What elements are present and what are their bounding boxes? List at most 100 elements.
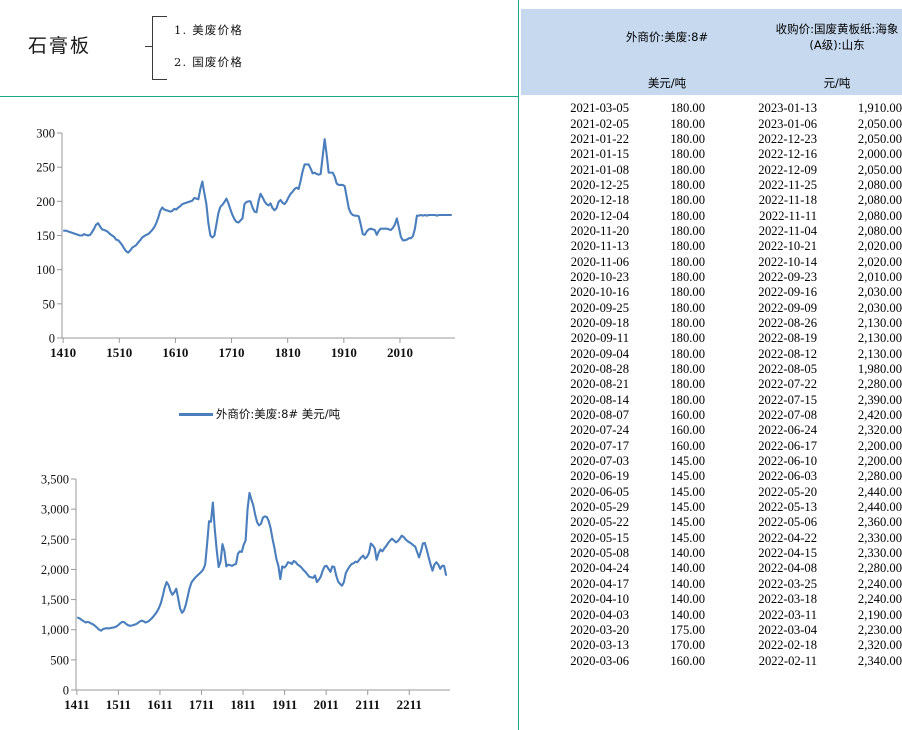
cell-value-series2: 2,230.00 [857, 622, 902, 637]
chart-bottom: 0 500 1,000 1,500 2,000 2,500 3,000 3,500 1411 15… [0, 455, 519, 730]
x-tick-label: 1611 [147, 697, 172, 712]
x-tick-label: 1710 [219, 345, 245, 360]
cell-date-series1: 2020-03-13 [570, 638, 629, 653]
cell-date-series2: 2022-08-19 [758, 331, 817, 346]
cell-value-series2: 2,130.00 [857, 331, 902, 346]
cell-date-series1: 2020-11-13 [570, 239, 629, 254]
table-row: 2020-07-17 160.00 2022-06-17 2,200.00 [521, 439, 902, 454]
cell-value-series2: 2,130.00 [857, 346, 902, 361]
cell-value-series2: 1,980.00 [857, 362, 902, 377]
title-block: 石膏板 1. 美废价格 2. 国废价格 [0, 0, 519, 97]
chart-legend: 外商价:美废:8# 美元/吨 [0, 405, 519, 423]
y-tick-label: 1,000 [41, 623, 69, 637]
cell-value-series1: 145.00 [670, 515, 705, 530]
cell-date-series2: 2022-02-11 [758, 653, 817, 668]
y-tick-label: 250 [36, 161, 55, 175]
cell-value-series1: 140.00 [670, 607, 705, 622]
cell-value-series2: 2,330.00 [857, 530, 902, 545]
data-table-panel: 外商价:美废:8# 收购价:国废黄板纸:海象(A级):山东 美元/吨 元/吨 2… [521, 0, 902, 730]
cell-date-series2: 2022-06-03 [758, 469, 817, 484]
table-row: 2020-05-08 140.00 2022-04-15 2,330.00 [521, 546, 902, 561]
cell-date-series1: 2020-05-15 [570, 530, 629, 545]
y-tick-label: 0 [49, 332, 55, 346]
y-tick-label: 1,500 [41, 593, 69, 607]
cell-value-series1: 180.00 [670, 101, 705, 116]
cell-date-series2: 2022-11-25 [758, 177, 817, 192]
cell-value-series2: 2,080.00 [857, 177, 902, 192]
cell-value-series1: 175.00 [670, 622, 705, 637]
cell-value-series1: 180.00 [670, 377, 705, 392]
table-row: 2020-03-06 160.00 2022-02-11 2,340.00 [521, 653, 902, 668]
cell-value-series2: 2,440.00 [857, 484, 902, 499]
cell-date-series2: 2023-01-06 [758, 116, 817, 131]
table-row: 2020-09-25 180.00 2022-09-09 2,030.00 [521, 300, 902, 315]
cell-value-series1: 160.00 [670, 408, 705, 423]
x-tick-label: 1511 [106, 697, 131, 712]
x-tick-label: 2010 [387, 345, 413, 360]
cell-value-series2: 1,910.00 [857, 101, 902, 116]
cell-value-series1: 180.00 [670, 193, 705, 208]
cell-value-series2: 2,130.00 [857, 315, 902, 330]
cell-date-series1: 2020-08-21 [570, 377, 629, 392]
cell-value-series2: 2,190.00 [857, 607, 902, 622]
table-row: 2021-01-22 180.00 2022-12-23 2,050.00 [521, 132, 902, 147]
cell-value-series1: 180.00 [670, 392, 705, 407]
cell-value-series2: 2,200.00 [857, 454, 902, 469]
column-header-series2: 收购价:国废黄板纸:海象(A级):山东 [775, 22, 899, 52]
y-tick-label: 150 [36, 229, 55, 243]
series-line [62, 138, 453, 254]
cell-value-series1: 160.00 [670, 423, 705, 438]
cell-date-series2: 2022-04-08 [758, 561, 817, 576]
x-tick-label: 1911 [272, 697, 297, 712]
cell-date-series2: 2022-02-18 [758, 638, 817, 653]
cell-date-series2: 2022-03-25 [758, 576, 817, 591]
cell-value-series2: 2,240.00 [857, 576, 902, 591]
cell-date-series1: 2020-09-04 [570, 346, 629, 361]
cell-value-series1: 180.00 [670, 208, 705, 223]
cell-date-series2: 2022-05-06 [758, 515, 817, 530]
cell-value-series1: 180.00 [670, 177, 705, 192]
cell-date-series1: 2020-06-05 [570, 484, 629, 499]
cell-date-series1: 2021-01-15 [570, 147, 629, 162]
cell-value-series1: 180.00 [670, 223, 705, 238]
table-row: 2020-08-28 180.00 2022-08-05 1,980.00 [521, 362, 902, 377]
cell-date-series2: 2022-04-22 [758, 530, 817, 545]
table-row: 2020-04-10 140.00 2022-03-18 2,240.00 [521, 592, 902, 607]
y-tick-label: 300 [36, 127, 55, 141]
table-row: 2020-08-21 180.00 2022-07-22 2,280.00 [521, 377, 902, 392]
y-tick-label: 2,000 [41, 563, 69, 577]
cell-value-series1: 180.00 [670, 300, 705, 315]
cell-value-series1: 160.00 [670, 438, 705, 453]
cell-value-series2: 2,200.00 [857, 438, 902, 453]
table-row: 2020-12-25 180.00 2022-11-25 2,080.00 [521, 178, 902, 193]
cell-value-series1: 180.00 [670, 331, 705, 346]
table-row: 2021-01-08 180.00 2022-12-09 2,050.00 [521, 162, 902, 177]
table-row: 2020-07-03 145.00 2022-06-10 2,200.00 [521, 454, 902, 469]
cell-value-series1: 180.00 [670, 315, 705, 330]
table-header: 外商价:美废:8# 收购价:国废黄板纸:海象(A级):山东 美元/吨 元/吨 [521, 9, 902, 95]
y-tick-label: 50 [43, 297, 56, 311]
cell-value-series1: 180.00 [670, 239, 705, 254]
horizontal-divider [0, 96, 519, 97]
cell-date-series1: 2020-04-10 [570, 592, 629, 607]
cell-value-series2: 2,080.00 [857, 208, 902, 223]
cell-value-series1: 180.00 [670, 116, 705, 131]
cell-value-series2: 2,320.00 [857, 423, 902, 438]
cell-value-series1: 180.00 [670, 147, 705, 162]
cell-date-series2: 2022-08-05 [758, 362, 817, 377]
cell-value-series2: 2,030.00 [857, 300, 902, 315]
cell-date-series1: 2020-03-06 [570, 653, 629, 668]
cell-value-series2: 2,010.00 [857, 269, 902, 284]
table-row: 2020-08-07 160.00 2022-07-08 2,420.00 [521, 408, 902, 423]
cell-value-series1: 145.00 [670, 469, 705, 484]
cell-value-series1: 180.00 [670, 346, 705, 361]
x-tick-label: 1410 [50, 345, 76, 360]
table-row: 2020-03-20 175.00 2022-03-04 2,230.00 [521, 623, 902, 638]
y-tick-label: 500 [50, 653, 69, 667]
cell-date-series1: 2020-09-25 [570, 300, 629, 315]
cell-value-series1: 180.00 [670, 285, 705, 300]
cell-date-series2: 2022-03-18 [758, 592, 817, 607]
cell-date-series2: 2022-09-09 [758, 300, 817, 315]
column-header-series1: 外商价:美废:8# [625, 30, 709, 44]
cell-date-series2: 2022-09-23 [758, 269, 817, 284]
